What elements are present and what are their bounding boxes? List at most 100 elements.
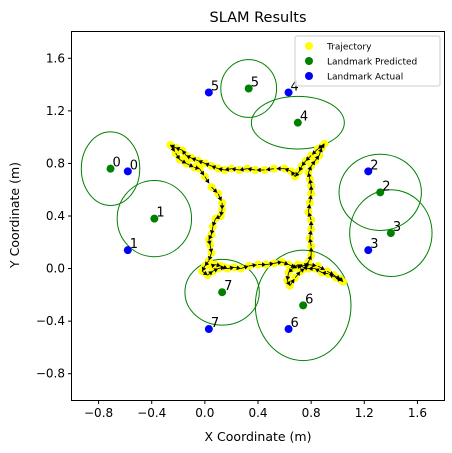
heading-arrow-head — [284, 167, 290, 173]
heading-arrow — [284, 167, 292, 173]
heading-arrow — [281, 260, 289, 266]
legend-box — [294, 35, 441, 87]
heading-arrow-head — [204, 261, 210, 266]
heading-arrow-head — [297, 264, 303, 269]
heading-arrow — [285, 272, 291, 281]
heading-arrow — [314, 155, 320, 162]
heading-arrow-head — [211, 221, 217, 227]
landmark-ellipse-2 — [338, 153, 422, 231]
heading-arrow — [206, 239, 212, 246]
heading-arrow — [308, 238, 313, 247]
plot-area: 0 1 2 3 4 5 6 7 0 1 2 3 4 5 6 7 — [80, 59, 433, 362]
heading-arrow-head — [295, 271, 301, 277]
landmark-actual-label-0: 0 — [130, 158, 138, 173]
heading-arrow — [310, 160, 316, 167]
heading-arrow — [303, 265, 309, 271]
heading-arrow-head — [290, 279, 295, 284]
heading-arrow — [276, 166, 285, 172]
heading-arrow — [308, 230, 313, 239]
landmark-actual-7 — [204, 325, 213, 334]
heading-arrow — [307, 212, 313, 221]
heading-arrow-head — [269, 261, 274, 267]
landmark-ellipse-1 — [116, 180, 193, 258]
heading-arrow-head — [310, 160, 316, 166]
heading-arrow — [181, 150, 187, 156]
heading-arrow-head — [170, 147, 175, 152]
heading-arrow-head — [292, 264, 298, 269]
heading-arrow-head — [308, 266, 313, 271]
heading-arrow-head — [307, 212, 313, 217]
heading-arrow — [217, 193, 222, 202]
landmark-actual-label-2: 2 — [370, 158, 378, 173]
legend: Trajectory Landmark Predicted Landmark Act… — [294, 35, 441, 87]
heading-arrow-head — [215, 214, 221, 220]
heading-arrow — [215, 262, 221, 268]
heading-arrow-head — [213, 268, 219, 273]
heading-arrow — [308, 194, 313, 203]
heading-arrow — [170, 144, 176, 149]
heading-arrow-head — [217, 196, 222, 201]
heading-arrow-head — [285, 281, 291, 286]
heading-arrow-head — [188, 163, 194, 168]
heading-arrow — [288, 267, 294, 273]
landmark-predicted-label-2: 2 — [382, 179, 390, 194]
heading-arrow-head — [208, 271, 213, 276]
x-tick-label: 0.0 — [195, 406, 214, 420]
landmark-actual-6 — [284, 325, 293, 334]
landmark-ellipse-5 — [220, 59, 278, 118]
heading-arrow — [201, 265, 207, 272]
heading-arrow-head — [304, 262, 309, 267]
x-tick-label: 0.4 — [248, 406, 267, 420]
heading-arrow-head — [256, 167, 261, 173]
landmark-actual-0 — [123, 167, 132, 176]
axis-ticks: −0.8 −0.4 0.0 0.4 0.8 1.2 1.6 −0.8 −0.4 0.0 0.4 0.8… — [36, 51, 427, 420]
x-tick-label: −0.8 — [84, 406, 113, 420]
heading-arrow-head — [247, 166, 252, 172]
x-tick-label: −0.4 — [137, 406, 166, 420]
landmark-predicted-4 — [293, 118, 302, 127]
heading-arrow-head — [208, 248, 214, 253]
landmark-predicted-label-0: 0 — [113, 156, 121, 171]
legend-marker-0 — [305, 42, 313, 50]
heading-arrow-head — [306, 204, 312, 209]
heading-arrow — [321, 270, 329, 276]
heading-arrow — [204, 162, 212, 168]
heading-arrow — [308, 247, 314, 256]
landmark-predicted-2 — [376, 188, 385, 197]
heading-arrow-head — [329, 273, 334, 279]
heading-arrow-head — [308, 185, 314, 190]
landmark-predicted-5 — [244, 84, 253, 93]
heading-arrow-head — [204, 178, 210, 184]
heading-arrow — [204, 260, 210, 267]
landmark-predicted-label-6: 6 — [305, 292, 313, 307]
heading-arrow-head — [175, 154, 180, 160]
heading-arrow-head — [211, 165, 217, 170]
legend-label-1: Landmark Predicted — [327, 58, 417, 68]
heading-arrow — [224, 166, 232, 172]
heading-arrow-head — [195, 165, 200, 171]
heading-arrow-head — [307, 255, 312, 261]
heading-arrow — [317, 265, 325, 271]
heading-arrow-head — [212, 188, 218, 193]
heading-arrow — [239, 166, 248, 172]
heading-arrow-head — [318, 144, 323, 149]
heading-arrow — [292, 264, 299, 269]
x-tick-label: 1.6 — [408, 406, 427, 420]
heading-arrow — [186, 163, 194, 168]
heading-arrow — [212, 268, 219, 273]
heading-arrow-head — [285, 276, 291, 281]
heading-arrow — [306, 172, 312, 180]
y-tick-label: −0.4 — [36, 314, 65, 328]
heading-arrow — [169, 144, 176, 152]
y-tick-label: 1.6 — [46, 51, 65, 65]
heading-arrow-head — [229, 265, 235, 271]
heading-arrow — [289, 278, 295, 286]
heading-arrow-head — [308, 238, 313, 243]
y-tick-label: 0.0 — [46, 262, 65, 276]
heading-arrow — [308, 179, 313, 186]
heading-arrow — [317, 143, 325, 149]
legend-label-0: Trajectory — [326, 43, 372, 53]
landmark-actual-3 — [364, 246, 373, 255]
heading-arrow-head — [208, 235, 213, 240]
heading-arrow — [305, 155, 312, 162]
